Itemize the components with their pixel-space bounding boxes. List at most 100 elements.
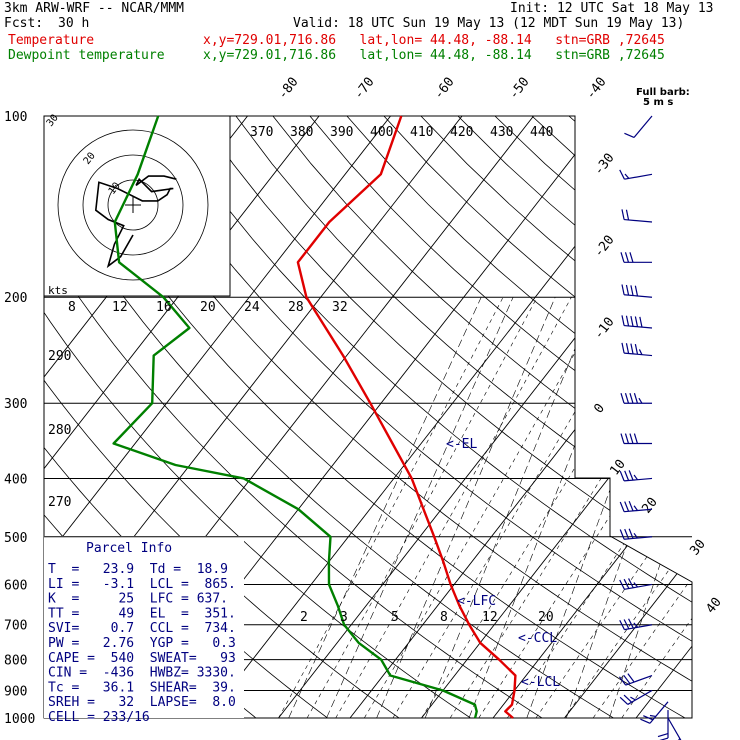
hodograph-ring (57, 129, 209, 281)
wind-barb-feather (628, 618, 634, 629)
wind-barb-feather (620, 252, 625, 263)
parcel-info-row: Tc = 36.1 SHEAR= 39. (48, 680, 236, 695)
isotherm-line (635, 116, 692, 718)
pressure-tick-label: 1000 (4, 712, 35, 727)
wind-barb-shaft (624, 583, 653, 590)
moist-adiabat (478, 297, 692, 718)
wind-barb (620, 433, 652, 445)
wind-barb-feather (619, 529, 625, 540)
wind-barb-feather (621, 315, 625, 326)
theta-label: 280 (48, 423, 71, 438)
mixing-ratio-line (376, 297, 556, 718)
wind-barb-feather (627, 673, 635, 683)
mixing-ratio-line (326, 297, 514, 718)
wind-barb-feather (624, 252, 630, 263)
isotherm-label: -70 (351, 75, 377, 103)
wind-barb-feather (623, 674, 631, 684)
wind-barb-feather (634, 343, 639, 355)
isotherm-label: 0 (591, 401, 608, 416)
wind-barb (667, 717, 682, 740)
wind-barb-feather (619, 696, 629, 705)
isotherm-label: -60 (431, 75, 457, 103)
mixing-ratio-label: 2 (300, 610, 308, 625)
wind-barb-feather (630, 316, 634, 327)
wind-barb-feather (624, 132, 635, 139)
wind-barb-feather (624, 173, 630, 179)
theta-label: 290 (48, 349, 71, 364)
wind-barb (621, 342, 653, 357)
wind-barb-feather (628, 578, 634, 589)
wind-barb-feather (625, 284, 630, 296)
parcel-info-row: SVI= 0.7 CCL = 734. (48, 621, 236, 636)
wind-barb-feather (630, 285, 634, 296)
wind-barb-feather (633, 474, 638, 481)
dewpoint-location: x,y=729.01,716.86 lat,lon= 44.48, -88.14… (203, 48, 665, 63)
parcel-info-row: T = 23.9 Td = 18.9 (48, 562, 228, 577)
wind-barb-feather (619, 169, 625, 180)
mixing-ratio-label: 28 (288, 300, 304, 315)
hodograph-kts-label: kts (48, 284, 68, 297)
init-time: Init: 12 UTC Sat 18 May 13 (510, 1, 714, 16)
pressure-tick-label: 200 (4, 291, 27, 306)
wind-barb (619, 169, 653, 180)
wind-barb-shaft (624, 536, 653, 540)
parcel-info-row: PW = 2.76 YGP = 0.3 (48, 636, 236, 651)
wind-barb-feather (633, 433, 639, 444)
mixing-ratio-label: 20 (538, 610, 554, 625)
wind-barb-feather (624, 528, 630, 540)
isotherm-label: -20 (591, 233, 617, 261)
moist-adiabat (392, 297, 642, 718)
isotherm-label: -40 (583, 75, 609, 103)
parcel-info-row: CAPE = 540 SWEAT= 93 (48, 651, 236, 666)
theta-label: 270 (48, 495, 71, 510)
pressure-tick-label: 700 (4, 619, 27, 634)
wind-barb-feather (649, 714, 656, 718)
isotherm-label: 40 (703, 595, 724, 617)
mixing-ratio-label: 24 (244, 300, 260, 315)
pressure-tick-label: 800 (4, 654, 27, 669)
wind-barb-feather (625, 209, 630, 221)
theta-label: 430 (490, 125, 513, 140)
isotherm-line (44, 116, 320, 718)
theta-label: 380 (290, 125, 313, 140)
wind-barb-feather (623, 619, 630, 630)
wind-barb-feather (678, 738, 681, 740)
chart-frame (43, 115, 693, 719)
wind-barb-feather (629, 433, 634, 444)
parcel-info-box (44, 536, 244, 718)
isotherm-label: 10 (607, 457, 628, 479)
wind-barb (621, 315, 653, 329)
wind-barb (620, 252, 652, 263)
hodograph-box (43, 115, 231, 297)
ccl-marker: <-CCL (518, 631, 557, 646)
wind-barb-feather (624, 433, 630, 444)
wind-barb (624, 115, 653, 139)
isotherm-label: -10 (591, 315, 617, 343)
wind-barb-feather (621, 209, 625, 220)
moist-adiabat (278, 297, 504, 718)
wind-barb-feather (625, 343, 630, 354)
mixing-ratio-label: 8 (440, 610, 448, 625)
wind-barb-feather (634, 285, 639, 297)
wind-barb-feather (621, 284, 625, 295)
wind-barb-shaft (627, 689, 653, 705)
parcel-info-row: LI = -3.1 LCL = 865. (48, 577, 236, 592)
wind-barb (640, 701, 669, 724)
parcel-info-row: K = 25 LFC = 637. (48, 592, 228, 607)
wind-barb (619, 618, 653, 631)
parcel-info-row: CELL = 233/16 (48, 710, 150, 725)
wind-barb-feather (640, 718, 651, 724)
wind-barb-shaft (624, 352, 653, 357)
dry-adiabat (494, 116, 692, 718)
wind-barb-feather (633, 393, 639, 404)
pressure-tick-label: 100 (4, 110, 27, 125)
wind-barb-feather (629, 393, 634, 404)
dry-adiabat (309, 116, 692, 718)
wind-barb-feather (639, 316, 643, 328)
isotherm-line (708, 116, 740, 718)
theta-label: 420 (450, 125, 473, 140)
wind-barb-shaft (649, 701, 669, 724)
wind-barb-feather (633, 582, 639, 588)
isotherm-label: -30 (591, 151, 617, 179)
wind-barb-feather (619, 620, 625, 630)
